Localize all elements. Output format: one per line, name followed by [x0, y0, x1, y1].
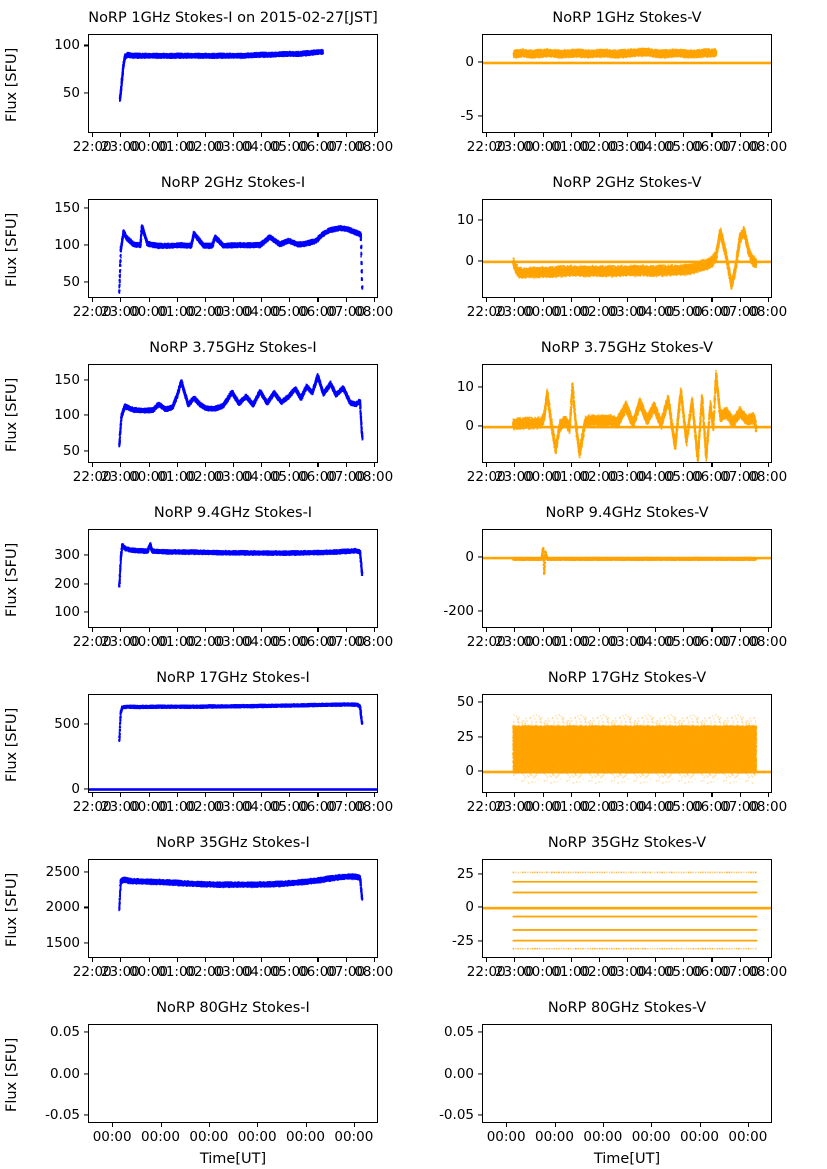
- x-axis-label: Time[UT]: [482, 1151, 772, 1167]
- y-tick-label: -0.05: [406, 1108, 474, 1122]
- x-tick-mark: [506, 1123, 507, 1127]
- plot-area: [482, 1024, 772, 1123]
- data-trace: [483, 1025, 772, 1123]
- x-tick-mark: [700, 1123, 701, 1127]
- x-tick-label: 00:00: [487, 1130, 526, 1145]
- x-tick-mark: [748, 1123, 749, 1127]
- y-tick-mark: [478, 1114, 482, 1115]
- y-tick-mark: [478, 1073, 482, 1074]
- panel-title: NoRP 80GHz Stokes-V: [482, 1000, 772, 1016]
- x-tick-label: 00:00: [535, 1130, 574, 1145]
- y-tick-label: 0.00: [406, 1067, 474, 1081]
- x-tick-mark: [603, 1123, 604, 1127]
- x-tick-mark: [555, 1123, 556, 1127]
- x-tick-mark: [651, 1123, 652, 1127]
- x-tick-label: 00:00: [728, 1130, 767, 1145]
- x-tick-label: 00:00: [583, 1130, 622, 1145]
- x-tick-label: 00:00: [680, 1130, 719, 1145]
- x-tick-label: 00:00: [632, 1130, 671, 1145]
- y-tick-mark: [478, 1032, 482, 1033]
- y-tick-label: 0.05: [406, 1025, 474, 1039]
